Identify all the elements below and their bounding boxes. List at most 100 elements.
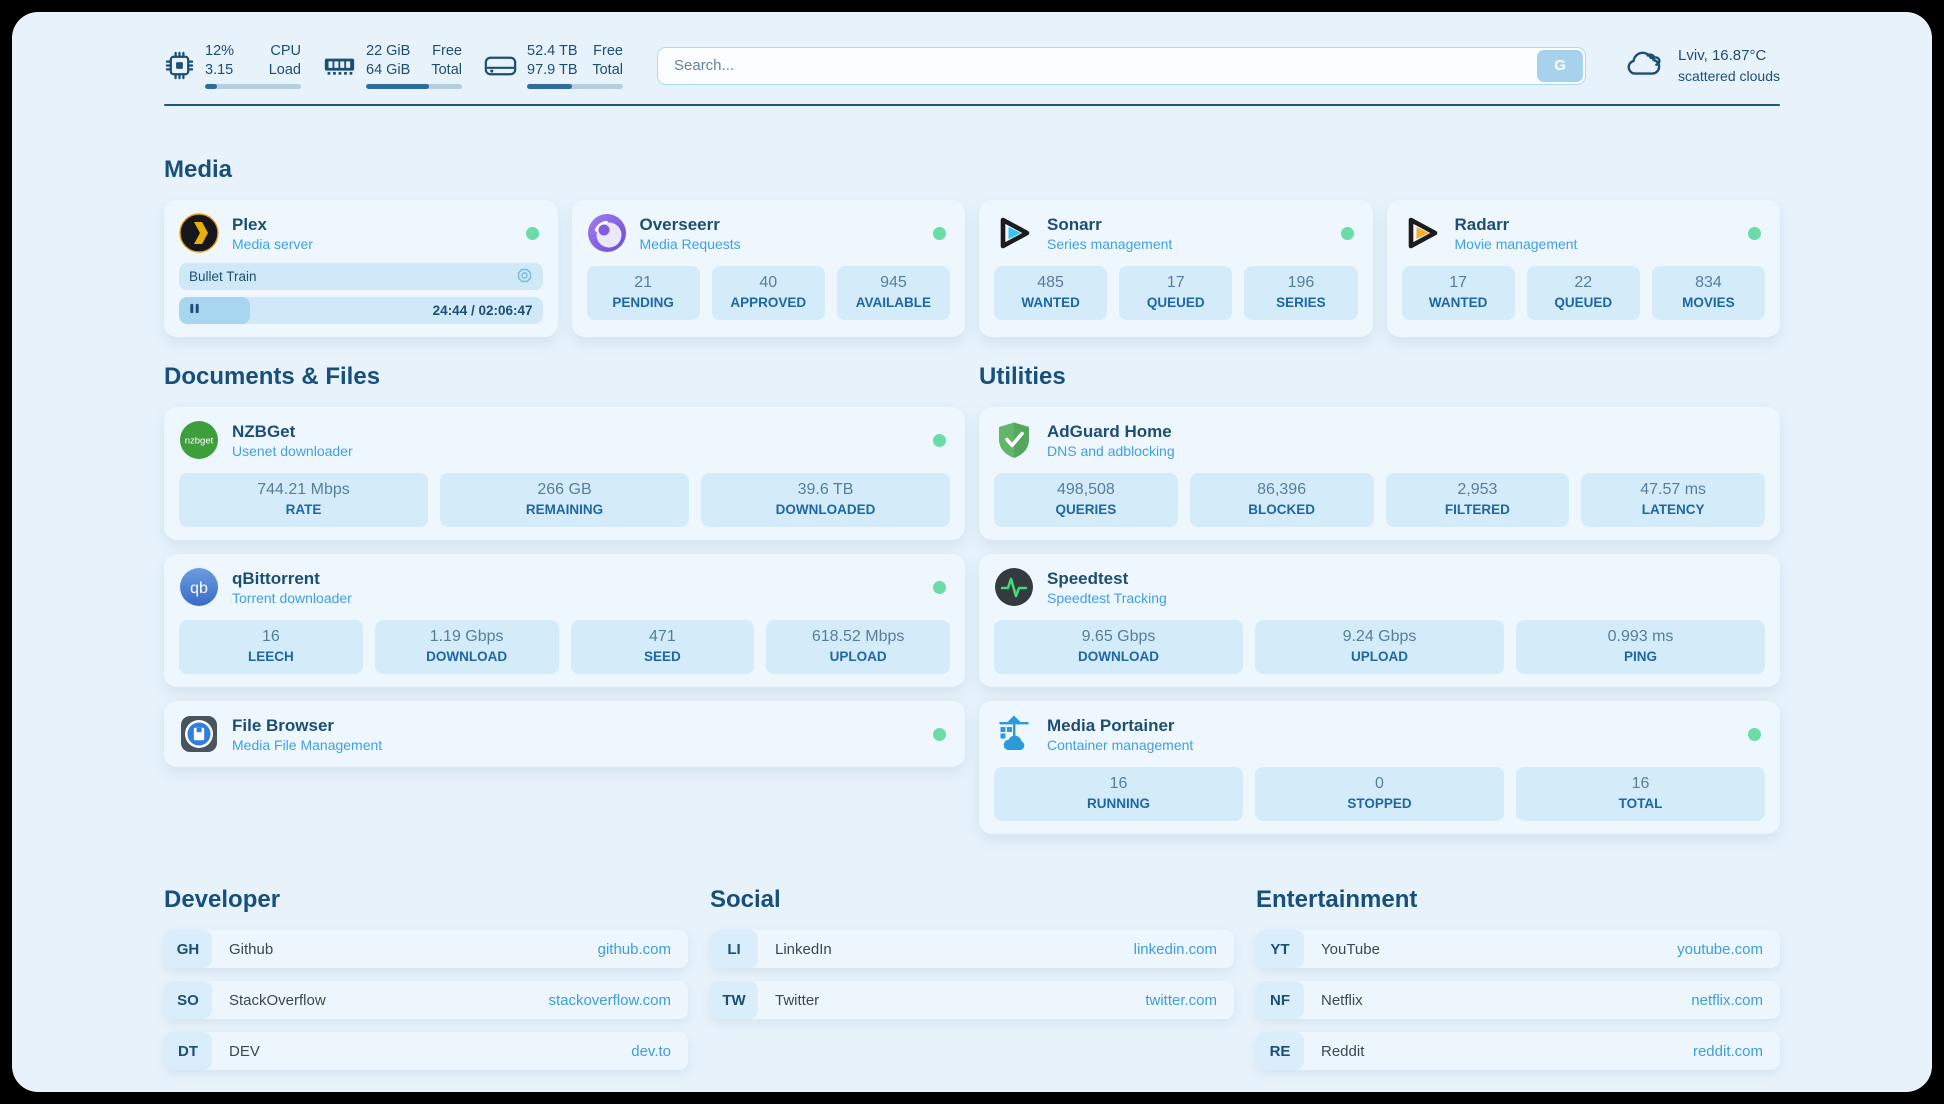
cpu-load-value: 3.15	[205, 62, 234, 78]
developer-section-title: Developer	[164, 886, 281, 913]
bookmark-url: github.com	[597, 940, 671, 958]
stat-movies: 834 MOVIES	[1651, 266, 1766, 320]
entertainment-section: Entertainment YT YouTube youtube.com NF …	[1256, 886, 1780, 1070]
ram-total-value: 64 GiB	[366, 62, 411, 78]
disk-free-value: 52.4 TB	[527, 43, 578, 59]
speedtest-card[interactable]: Speedtest Speedtest Tracking 9.65 Gbps DO…	[979, 554, 1780, 687]
disk-total-value: 97.9 TB	[527, 62, 578, 78]
disk-progress-bar	[527, 84, 623, 89]
bookmark-abbr: TW	[710, 981, 758, 1019]
now-playing-title: Bullet Train	[189, 269, 257, 284]
app-name: File Browser	[232, 715, 335, 735]
bookmark-dev[interactable]: DT DEV dev.to	[164, 1032, 688, 1070]
stat-leech: 16 LEECH	[179, 620, 363, 674]
bookmark-abbr: GH	[164, 930, 212, 968]
weather-widget: Lviv, 16.87°C scattered clouds	[1624, 46, 1780, 86]
session-settings-icon[interactable]	[516, 267, 533, 287]
bookmark-abbr: NF	[1256, 981, 1304, 1019]
stat-upload: 618.52 Mbps UPLOAD	[766, 620, 950, 674]
stat-available: 945 AVAILABLE	[836, 266, 951, 320]
svg-text:qb: qb	[190, 580, 208, 597]
bookmark-url: netflix.com	[1691, 991, 1763, 1009]
bookmark-abbr: YT	[1256, 930, 1304, 968]
qbittorrent-card[interactable]: qb qBittorrent Torrent downloader 16 LEEC…	[164, 554, 965, 687]
overseerr-icon	[587, 213, 627, 253]
bookmark-abbr: LI	[710, 930, 758, 968]
documents-section: Documents & Files nzbget NZBGet Usenet d…	[164, 363, 965, 767]
stat-download: 1.19 Gbps DOWNLOAD	[374, 620, 559, 674]
app-name: Sonarr	[1047, 214, 1102, 234]
ram-progress-bar	[366, 84, 462, 89]
adguard-card[interactable]: AdGuard Home DNS and adblocking 498,508 Q…	[979, 407, 1780, 540]
bookmark-url: dev.to	[631, 1042, 671, 1060]
bookmark-abbr: RE	[1256, 1032, 1304, 1070]
nzbget-card[interactable]: nzbget NZBGet Usenet downloader 744.21 M…	[164, 407, 965, 540]
bookmark-url: twitter.com	[1145, 991, 1217, 1009]
app-name: NZBGet	[232, 421, 296, 441]
cpu-usage-label: CPU	[270, 43, 301, 59]
app-desc: DNS and adblocking	[1047, 442, 1175, 459]
radarr-card[interactable]: Radarr Movie management 17 WANTED 22 QUEUE…	[1386, 200, 1780, 337]
developer-section: Developer GH Github github.com SO StackO…	[164, 886, 688, 1070]
disk-free-label: Free	[593, 43, 623, 59]
disk-stat: 52.4 TB Free 97.9 TB Total	[484, 42, 623, 89]
bookmark-url: reddit.com	[1692, 1042, 1763, 1060]
search-engine-button[interactable]: G	[1537, 49, 1584, 82]
sonarr-card[interactable]: Sonarr Series management 485 WANTED 17 QUE…	[979, 200, 1373, 337]
speedtest-icon	[994, 567, 1034, 607]
status-online-dot	[1748, 727, 1761, 741]
bookmark-name: StackOverflow	[229, 991, 326, 1009]
stat-filtered: 2,953 FILTERED	[1385, 473, 1570, 527]
cpu-progress-bar	[205, 84, 301, 89]
radarr-icon	[1402, 213, 1442, 253]
bookmark-youtube[interactable]: YT YouTube youtube.com	[1256, 930, 1780, 968]
bookmark-linkedin[interactable]: LI LinkedIn linkedin.com	[710, 930, 1234, 968]
overseerr-card[interactable]: Overseerr Media Requests 21 PENDING 40 APP…	[571, 200, 965, 337]
bookmark-stackoverflow[interactable]: SO StackOverflow stackoverflow.com	[164, 981, 688, 1019]
filebrowser-card[interactable]: File Browser Media File Management	[164, 701, 965, 767]
search-input[interactable]	[657, 46, 1587, 85]
stat-download: 9.65 Gbps DOWNLOAD	[994, 620, 1243, 674]
stat-queued: 17 QUEUED	[1119, 266, 1233, 320]
bookmark-name: Reddit	[1321, 1042, 1365, 1060]
documents-section-title: Documents & Files	[164, 363, 381, 390]
entertainment-section-title: Entertainment	[1256, 886, 1418, 913]
app-desc: Speedtest Tracking	[1047, 589, 1167, 606]
topbar: 12% CPU 3.15 Load 22 GiB Free 64 GiB Total	[164, 42, 1780, 89]
stat-pending: 21 PENDING	[586, 266, 700, 320]
stat-remaining: 266 GB REMAINING	[440, 473, 689, 527]
search-bar: G	[657, 46, 1587, 85]
utilities-section: Utilities AdGuard Home DNS and adblockin…	[979, 363, 1780, 834]
plex-card[interactable]: Plex Media server Bullet Train	[164, 200, 558, 337]
bookmark-reddit[interactable]: RE Reddit reddit.com	[1256, 1032, 1780, 1070]
bookmark-github[interactable]: GH Github github.com	[164, 930, 688, 968]
bookmark-name: Netflix	[1321, 991, 1363, 1009]
status-online-dot	[933, 433, 946, 447]
status-online-dot	[933, 580, 946, 594]
ram-stat: 22 GiB Free 64 GiB Total	[323, 42, 462, 89]
bookmark-abbr: DT	[164, 1032, 212, 1070]
utilities-section-title: Utilities	[979, 363, 1066, 390]
portainer-card[interactable]: Media Portainer Container management 16 R…	[979, 701, 1780, 834]
stat-series: 196 SERIES	[1244, 266, 1358, 320]
media-section: Media Plex Media server Bullet Train	[164, 156, 1780, 337]
status-online-dot	[1748, 226, 1761, 240]
sonarr-icon	[994, 213, 1034, 253]
bookmark-name: YouTube	[1321, 940, 1380, 958]
stat-ping: 0.993 ms PING	[1516, 620, 1765, 674]
disk-total-label: Total	[592, 62, 623, 78]
bookmark-name: Twitter	[775, 991, 820, 1009]
cpu-stat: 12% CPU 3.15 Load	[164, 42, 301, 89]
now-playing-row: Bullet Train	[179, 263, 543, 290]
header-divider	[164, 104, 1780, 106]
app-name: Media Portainer	[1047, 715, 1175, 735]
qbittorrent-icon: qb	[179, 567, 219, 607]
stat-approved: 40 APPROVED	[711, 266, 825, 320]
app-desc: Media Requests	[639, 235, 741, 252]
stat-latency: 47.57 ms LATENCY	[1581, 473, 1765, 527]
media-section-title: Media	[164, 156, 233, 183]
hardware-stats: 12% CPU 3.15 Load 22 GiB Free 64 GiB Total	[164, 42, 623, 89]
bookmark-twitter[interactable]: TW Twitter twitter.com	[710, 981, 1234, 1019]
stat-queued: 22 QUEUED	[1526, 266, 1640, 320]
bookmark-netflix[interactable]: NF Netflix netflix.com	[1256, 981, 1780, 1019]
